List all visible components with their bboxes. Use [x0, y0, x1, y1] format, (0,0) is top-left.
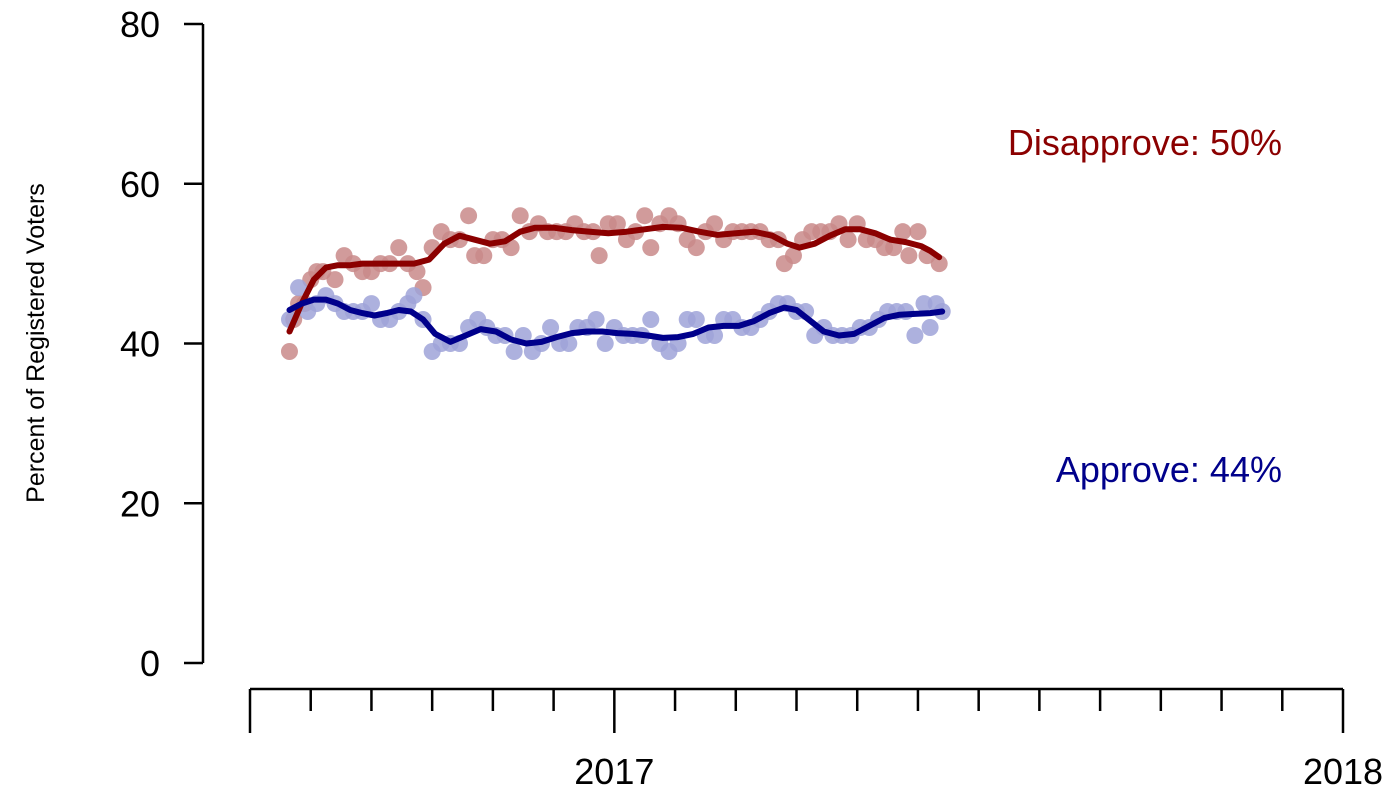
disapprove-point — [687, 239, 705, 257]
disapprove-point — [909, 223, 927, 241]
y-axis: 0 20 40 60 80 — [120, 4, 205, 684]
approve-point — [560, 335, 578, 352]
approve-point — [642, 311, 660, 329]
disapprove-point — [460, 207, 478, 225]
approve-point — [706, 327, 724, 345]
approve-point — [405, 287, 423, 305]
disapprove-point — [511, 207, 529, 225]
disapprove-point — [408, 263, 426, 281]
y-axis-label: Percent of Registered Voters — [22, 183, 50, 503]
x-tick-label: 2018 — [1303, 751, 1383, 788]
approve-point — [505, 342, 523, 360]
approve-trend-line — [286, 296, 946, 347]
x-axis: 2017 2018 — [248, 687, 1383, 788]
y-tick-label: 80 — [120, 4, 160, 45]
disapprove-trend-line — [286, 223, 943, 335]
disapprove-point — [894, 223, 912, 241]
approve-point — [921, 319, 939, 337]
disapprove-point — [475, 247, 493, 265]
approve-point — [915, 295, 933, 313]
approve-annotation: Approve: 44% — [1056, 449, 1282, 490]
x-tick-label: 2017 — [574, 751, 654, 788]
approve-point — [542, 319, 560, 337]
disapprove-point — [280, 342, 298, 360]
approve-point — [587, 311, 605, 329]
y-tick-label: 60 — [120, 164, 160, 205]
approve-point — [596, 335, 614, 352]
disapprove-point — [590, 247, 608, 265]
disapprove-point — [642, 239, 660, 257]
y-tick-label: 40 — [120, 324, 160, 365]
disapprove-point — [900, 247, 918, 265]
y-tick-label: 20 — [120, 483, 160, 524]
disapprove-point — [326, 271, 344, 289]
approve-point — [687, 311, 705, 329]
disapprove-point — [839, 231, 857, 249]
disapprove-annotation: Disapprove: 50% — [1008, 122, 1282, 163]
approve-point — [906, 327, 924, 345]
disapprove-point — [636, 207, 654, 225]
approve-point — [362, 295, 380, 313]
disapprove-point — [930, 255, 948, 273]
disapprove-point — [784, 247, 802, 265]
disapprove-point — [706, 215, 724, 233]
disapprove-point — [608, 215, 626, 233]
approve-point — [290, 279, 308, 297]
y-tick-label: 0 — [140, 643, 160, 684]
disapprove-point — [390, 239, 408, 257]
trend-lines — [286, 223, 946, 347]
